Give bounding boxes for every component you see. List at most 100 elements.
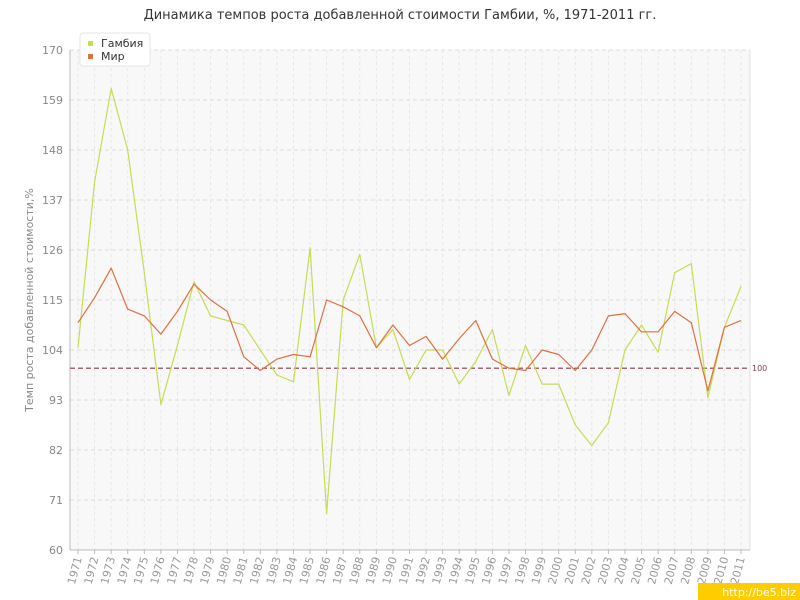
y-tick-label: 71 (49, 494, 63, 507)
data-point (358, 253, 361, 256)
legend-swatch (88, 54, 93, 59)
data-point (458, 337, 461, 340)
data-point (657, 351, 660, 354)
reference-line-label: 100 (752, 364, 767, 373)
data-point (673, 271, 676, 274)
y-tick-label: 104 (42, 344, 63, 357)
data-point (242, 324, 245, 327)
data-point (126, 308, 129, 311)
data-point (541, 349, 544, 352)
data-point (590, 444, 593, 447)
data-point (309, 355, 312, 358)
y-tick-label: 115 (42, 294, 63, 307)
x-tick-label: 2011 (728, 555, 748, 585)
data-point (508, 394, 511, 397)
data-point (590, 349, 593, 352)
data-point (392, 328, 395, 331)
data-point (143, 315, 146, 318)
legend-label: Гамбия (101, 37, 143, 50)
y-tick-label: 60 (49, 544, 63, 557)
data-point (740, 319, 743, 322)
data-point (624, 312, 627, 315)
y-axis-title: Темп роста добавленной стоимости,% (23, 188, 36, 413)
watermark-badge: http://be5.biz (698, 583, 800, 600)
watermark-link[interactable]: http://be5.biz (722, 586, 796, 599)
data-point (441, 358, 444, 361)
data-point (259, 369, 262, 372)
data-point (408, 344, 411, 347)
data-point (176, 344, 179, 347)
series-line-gambia (77, 87, 742, 515)
data-point (441, 349, 444, 352)
data-point (342, 305, 345, 308)
data-point (508, 367, 511, 370)
data-point (640, 330, 643, 333)
data-point (474, 319, 477, 322)
y-tick-label: 137 (42, 194, 63, 207)
data-point (541, 383, 544, 386)
data-point (276, 358, 279, 361)
data-point (607, 421, 610, 424)
data-point (574, 424, 577, 427)
y-tick-label: 82 (49, 444, 63, 457)
data-point (408, 378, 411, 381)
data-point (673, 310, 676, 313)
data-point (690, 321, 693, 324)
data-point (309, 246, 312, 249)
data-point (77, 346, 80, 349)
data-point (226, 310, 229, 313)
series-line-world (77, 267, 742, 392)
data-point (624, 349, 627, 352)
data-point (706, 396, 709, 399)
data-point (474, 360, 477, 363)
data-point (524, 369, 527, 372)
data-point (392, 324, 395, 327)
data-point (143, 271, 146, 274)
data-point (226, 319, 229, 322)
data-point (574, 369, 577, 372)
chart-title: Динамика темпов роста добавленной стоимо… (143, 8, 657, 23)
data-point (159, 403, 162, 406)
data-point (607, 315, 610, 318)
data-point (276, 374, 279, 377)
data-point (491, 328, 494, 331)
data-point (557, 353, 560, 356)
data-point (193, 283, 196, 286)
data-point (242, 355, 245, 358)
data-point (110, 87, 113, 90)
data-point (110, 267, 113, 270)
data-point (723, 326, 726, 329)
data-point (176, 310, 179, 313)
data-point (491, 358, 494, 361)
data-point (209, 315, 212, 318)
data-point (325, 512, 328, 515)
y-tick-label: 148 (42, 144, 63, 157)
data-point (557, 383, 560, 386)
legend-swatch (88, 41, 93, 46)
data-point (292, 353, 295, 356)
data-point (259, 349, 262, 352)
legend-label: Мир (101, 50, 125, 63)
data-point (93, 180, 96, 183)
data-point (209, 299, 212, 302)
legend-box (79, 32, 151, 67)
data-point (690, 262, 693, 265)
data-point (425, 349, 428, 352)
data-point (375, 346, 378, 349)
data-point (126, 149, 129, 152)
data-point (706, 390, 709, 393)
y-tick-label: 170 (42, 44, 63, 57)
data-point (342, 299, 345, 302)
data-point (524, 344, 527, 347)
data-point (292, 380, 295, 383)
data-point (325, 299, 328, 302)
data-point (640, 324, 643, 327)
data-point (740, 285, 743, 288)
data-point (77, 321, 80, 324)
data-point (358, 315, 361, 318)
y-tick-label: 93 (49, 394, 63, 407)
y-tick-label: 126 (42, 244, 63, 257)
data-point (657, 330, 660, 333)
data-point (425, 335, 428, 338)
